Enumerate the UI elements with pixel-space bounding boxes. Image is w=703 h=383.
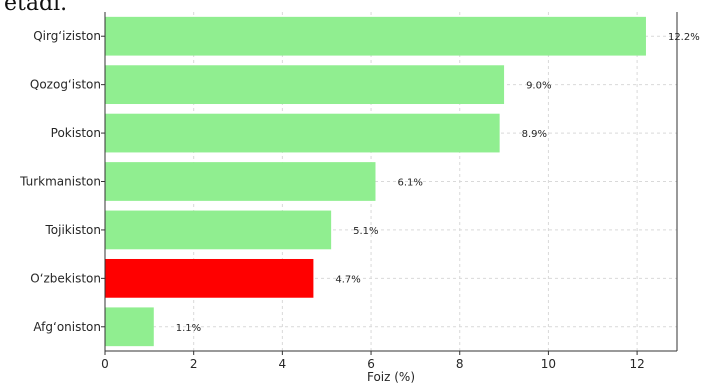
bar — [105, 307, 154, 347]
x-tick-label: 12 — [629, 357, 644, 371]
bar — [105, 258, 314, 298]
data-label: 4.7% — [335, 274, 360, 285]
bar — [105, 113, 500, 153]
x-tick-label: 8 — [456, 357, 464, 371]
x-tick-label: 4 — [279, 357, 287, 371]
data-label: 5.1% — [353, 226, 378, 237]
top-text: etadi. — [4, 0, 67, 16]
category-label: Turkmaniston — [19, 175, 101, 189]
category-label: Tojikiston — [45, 223, 102, 237]
category-label: Afg‘oniston — [33, 320, 101, 334]
bar — [105, 210, 332, 250]
data-label: 8.9% — [522, 129, 547, 140]
category-label: Qirg‘iziston — [33, 29, 101, 43]
category-label: O‘zbekiston — [30, 271, 101, 285]
bars — [105, 16, 646, 347]
bar — [105, 16, 646, 56]
bar — [105, 162, 376, 201]
bar — [105, 65, 505, 105]
data-label: 12.2% — [668, 32, 700, 43]
x-tick-label: 6 — [367, 357, 375, 371]
x-tick-label: 10 — [541, 357, 556, 371]
x-axis-title: Foiz (%) — [367, 370, 415, 383]
labels: 0 2 4 6 8 10 12 Qirg‘iziston 12.2% Qozog‘iston 9.0… — [19, 29, 700, 371]
data-label: 9.0% — [526, 81, 551, 92]
category-label: Qozog‘iston — [30, 78, 101, 92]
category-label: Pokiston — [51, 126, 101, 140]
x-tick-label: 0 — [101, 357, 109, 371]
data-label: 1.1% — [176, 323, 201, 334]
data-label: 6.1% — [397, 178, 422, 189]
x-tick-label: 2 — [190, 357, 198, 371]
